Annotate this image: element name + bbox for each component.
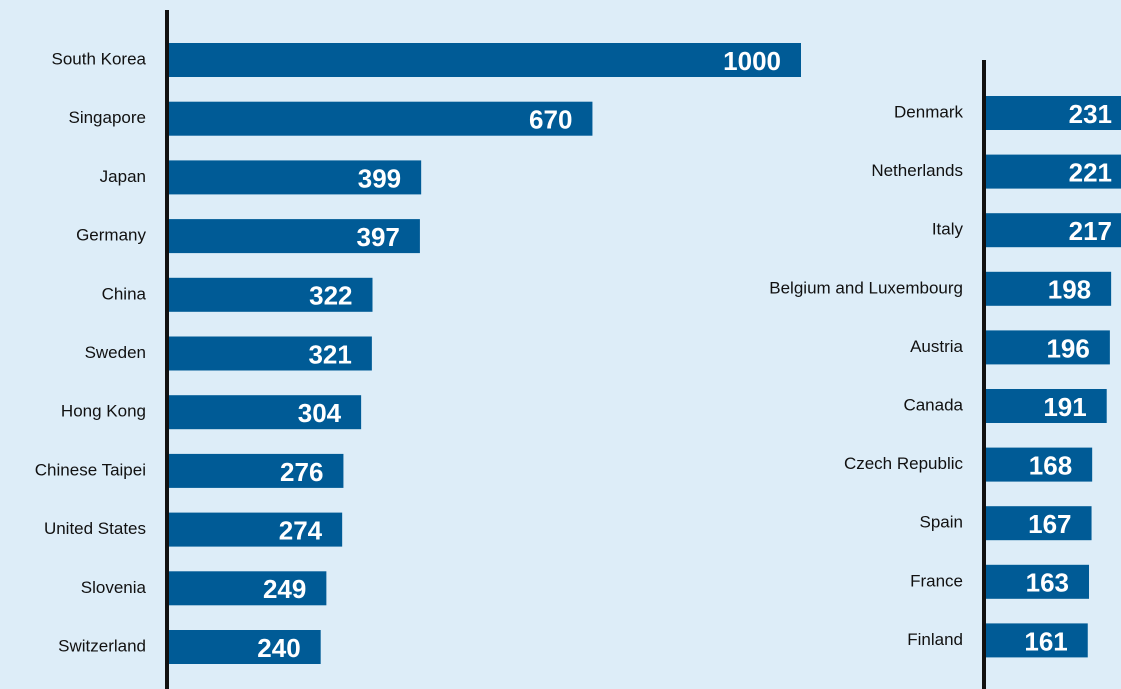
category-label: Slovenia xyxy=(81,578,147,597)
bar xyxy=(986,96,1121,130)
category-label: Canada xyxy=(903,395,963,414)
value-label: 397 xyxy=(357,222,400,252)
category-label: Japan xyxy=(100,167,146,186)
category-label: China xyxy=(102,284,147,303)
category-label: Switzerland xyxy=(58,636,146,655)
category-label: Hong Kong xyxy=(61,402,146,421)
category-label: Spain xyxy=(920,513,963,532)
value-label: 221 xyxy=(1069,157,1112,187)
bar xyxy=(169,395,362,430)
value-label: 321 xyxy=(308,339,351,369)
value-label: 198 xyxy=(1048,275,1091,305)
value-label: 231 xyxy=(1069,99,1112,129)
category-label: Germany xyxy=(76,226,146,245)
category-label: Italy xyxy=(932,220,964,239)
value-label: 274 xyxy=(279,515,323,545)
bar xyxy=(169,453,344,488)
value-label: 322 xyxy=(309,281,352,311)
bar xyxy=(986,506,1092,541)
value-label: 196 xyxy=(1046,333,1089,363)
value-label: 304 xyxy=(298,398,342,428)
category-label: France xyxy=(910,571,963,590)
value-label: 249 xyxy=(263,574,306,604)
category-label: South Korea xyxy=(51,49,146,68)
bar xyxy=(986,271,1112,306)
bar xyxy=(986,389,1107,423)
bar xyxy=(169,101,593,136)
value-label: 161 xyxy=(1024,626,1067,656)
bar xyxy=(169,571,327,606)
value-label: 163 xyxy=(1026,568,1069,598)
bar xyxy=(986,154,1121,189)
category-label: Netherlands xyxy=(871,161,963,180)
bar xyxy=(986,330,1110,365)
category-label: Austria xyxy=(910,337,963,356)
value-label: 167 xyxy=(1028,509,1071,539)
bar xyxy=(169,43,801,77)
value-label: 168 xyxy=(1029,450,1072,480)
bar xyxy=(169,219,420,254)
bar xyxy=(169,160,422,195)
bar xyxy=(986,564,1090,599)
value-label: 1000 xyxy=(723,46,781,76)
bar xyxy=(169,277,373,312)
category-label: Finland xyxy=(907,630,963,649)
bar xyxy=(986,447,1093,482)
category-label: Czech Republic xyxy=(844,454,964,473)
bar xyxy=(169,512,343,547)
category-label: Belgium and Luxembourg xyxy=(769,278,963,297)
value-label: 240 xyxy=(257,633,300,663)
category-label: Sweden xyxy=(85,343,146,362)
value-label: 399 xyxy=(358,163,401,193)
bar xyxy=(986,623,1088,658)
category-label: Chinese Taipei xyxy=(35,460,146,479)
category-label: United States xyxy=(44,519,146,538)
value-label: 276 xyxy=(280,457,323,487)
bar xyxy=(169,630,321,664)
bar xyxy=(986,213,1121,248)
value-label: 191 xyxy=(1043,392,1086,422)
value-label: 670 xyxy=(529,105,572,135)
bar xyxy=(169,336,372,371)
category-label: Singapore xyxy=(68,108,146,127)
category-label: Denmark xyxy=(894,102,963,121)
value-label: 217 xyxy=(1069,216,1112,246)
